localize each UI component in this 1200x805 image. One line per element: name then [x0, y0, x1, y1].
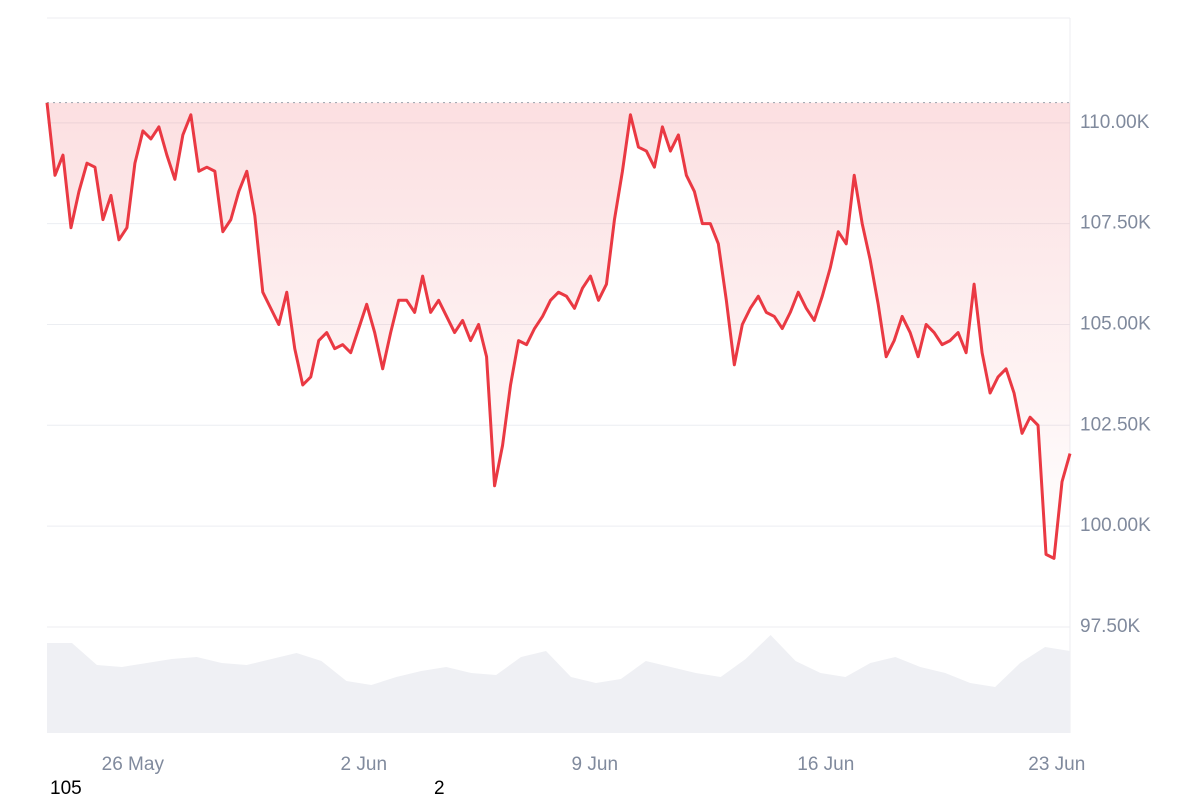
price-line: [45, 102, 1072, 560]
label-layer: 97.50K 100.00K 102.50K 105.00K 107.50K 110.00…: [102, 112, 1151, 775]
y-tick-label: 102.50K: [1080, 414, 1151, 435]
x-tick-label: 26 May: [102, 754, 165, 775]
y-tick-label: 107.50K: [1080, 213, 1151, 234]
x-tick-label: 2 Jun: [341, 754, 387, 775]
y-tick-label: 110.00K: [1080, 112, 1150, 133]
volume-layer: [47, 635, 1070, 733]
y-tick-label: 100.00K: [1080, 515, 1151, 536]
volume-area: [47, 635, 1070, 733]
y-tick-label: 105.00K: [1080, 314, 1151, 335]
x-tick-label: 16 Jun: [797, 754, 854, 775]
y-tick-label: 97.50K: [1080, 616, 1141, 637]
x-tick-label: 23 Jun: [1028, 754, 1085, 775]
footer-label: 2: [434, 778, 445, 799]
price-area: [47, 102, 1070, 559]
footer-label: 105: [50, 778, 82, 799]
price-layer: [45, 102, 1072, 560]
x-tick-label: 9 Jun: [572, 754, 618, 775]
